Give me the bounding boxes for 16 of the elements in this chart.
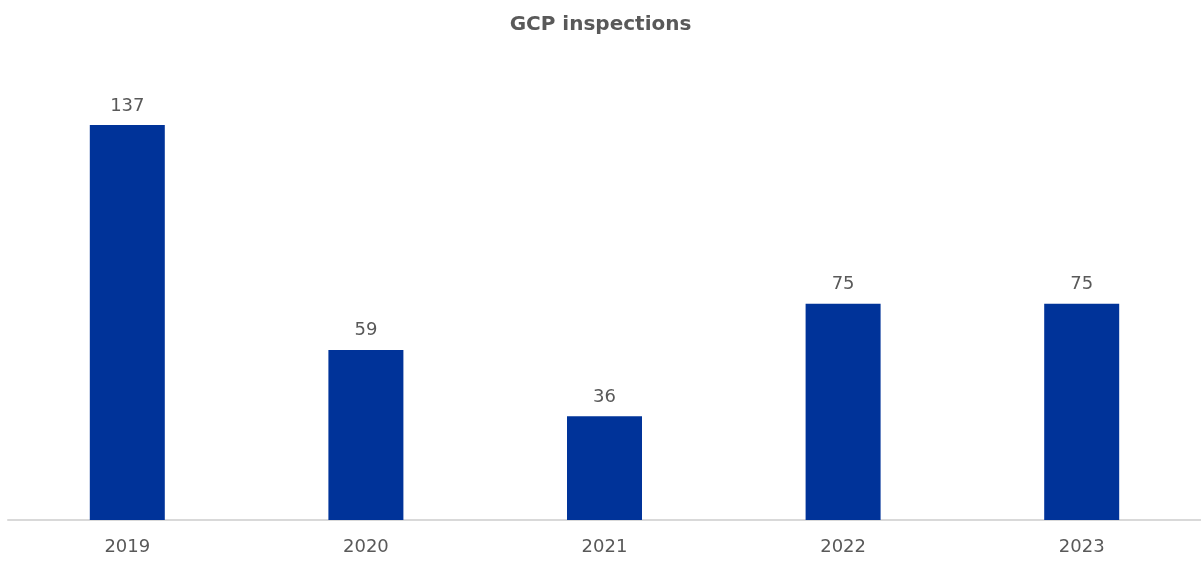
data-label: 137: [110, 93, 145, 115]
bar: [567, 416, 642, 520]
x-tick-label: 2021: [581, 534, 628, 556]
bar: [805, 303, 881, 520]
data-label: 36: [593, 384, 616, 406]
x-tick-label: 2022: [820, 534, 867, 556]
x-tick-label: 2019: [104, 534, 151, 556]
bar: [328, 349, 404, 520]
data-label: 59: [354, 318, 378, 340]
bar: [1044, 303, 1120, 520]
bar: [89, 125, 165, 520]
x-tick-label: 2023: [1058, 534, 1105, 556]
chart-title: GCP inspections: [509, 11, 692, 35]
data-label: 75: [1070, 272, 1094, 294]
x-tick-label: 2020: [342, 534, 389, 556]
data-label: 75: [831, 272, 855, 294]
